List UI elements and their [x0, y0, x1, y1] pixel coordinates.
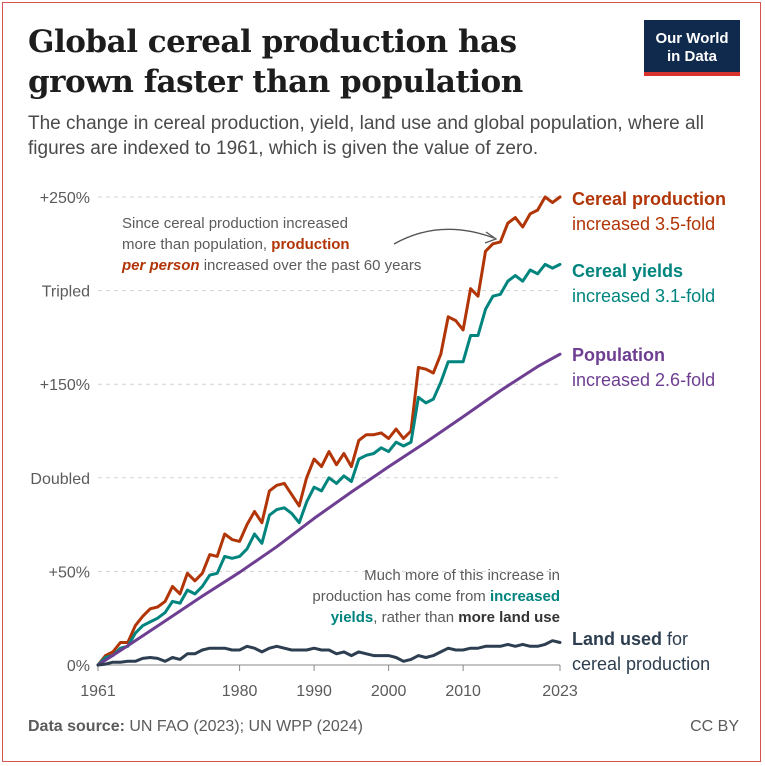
- annotation-bottom-line-1: Much more of this increase in: [364, 567, 560, 584]
- series-line-cereal-production: [96, 195, 562, 667]
- label-land-used-name: Land used for: [572, 629, 688, 649]
- series-line-cereal-yields: [96, 262, 562, 667]
- x-tick-label: 2000: [371, 683, 407, 700]
- annotation-arrow: [393, 228, 495, 245]
- y-tick-label: 0%: [67, 658, 90, 675]
- label-cereal-yields-detail: increased 3.1-fold: [572, 286, 715, 306]
- grid-layer: [98, 196, 560, 666]
- y-tick-label: Doubled: [30, 471, 90, 488]
- logo-line-2: in Data: [666, 48, 717, 65]
- page-subtitle: The change in cereal production, yield, …: [28, 113, 705, 159]
- license-badge[interactable]: CC BY: [690, 718, 739, 735]
- y-tick-label: Tripled: [42, 284, 90, 301]
- annotation-bottom-line-3: yields, rather than more land use: [331, 609, 560, 626]
- label-land-used-detail: cereal production: [572, 654, 710, 674]
- data-source: Data source: UN FAO (2023); UN WPP (2024…: [28, 718, 363, 735]
- y-tick-label: +50%: [49, 564, 90, 581]
- page-title: Global cereal production has grown faste…: [28, 24, 523, 100]
- logo-line-1: Our World: [655, 30, 729, 47]
- series-layer: [96, 195, 562, 667]
- y-tick-label: +150%: [40, 377, 90, 394]
- x-tick-label: 1961: [80, 683, 116, 700]
- annotation-arrow-head: [484, 231, 498, 244]
- y-tick-label: +250%: [40, 190, 90, 207]
- annotation-top-line-3: per person increased over the past 60 ye…: [121, 257, 421, 274]
- logo-accent-bar: [644, 72, 740, 76]
- series-line-population: [96, 352, 562, 667]
- x-tick-label: 2023: [542, 683, 578, 700]
- label-cereal-yields-name: Cereal yields: [572, 261, 683, 281]
- series-label-population: Population increased 2.6-fold: [572, 345, 715, 390]
- x-tick-label: 1990: [296, 683, 332, 700]
- series-label-cereal-yields: Cereal yields increased 3.1-fold: [572, 261, 715, 306]
- x-tick-label: 1980: [222, 683, 258, 700]
- annotation-top-line-2: more than population, production: [122, 236, 350, 253]
- series-label-cereal-production: Cereal production increased 3.5-fold: [572, 189, 726, 234]
- label-population-detail: increased 2.6-fold: [572, 370, 715, 390]
- annotation-top-line-1: Since cereal production increased: [122, 215, 348, 232]
- annotation-production-per-person: Since cereal production increased more t…: [121, 215, 421, 274]
- x-axis: 1961 1980 1990 2000 2010 2023: [80, 665, 578, 700]
- annotation-land-use: Much more of this increase in production…: [312, 567, 560, 626]
- series-label-land-used: Land used for cereal production: [572, 629, 710, 674]
- owid-logo[interactable]: Our World in Data: [644, 20, 740, 76]
- annotation-bottom-line-2: production has come from increased: [312, 588, 560, 605]
- x-tick-label: 2010: [445, 683, 481, 700]
- label-cereal-production-name: Cereal production: [572, 189, 726, 209]
- label-cereal-production-detail: increased 3.5-fold: [572, 214, 715, 234]
- label-population-name: Population: [572, 345, 665, 365]
- y-axis-labels: 0% +50% Doubled +150% Tripled +250%: [30, 190, 90, 675]
- series-line-land-used: [96, 639, 562, 667]
